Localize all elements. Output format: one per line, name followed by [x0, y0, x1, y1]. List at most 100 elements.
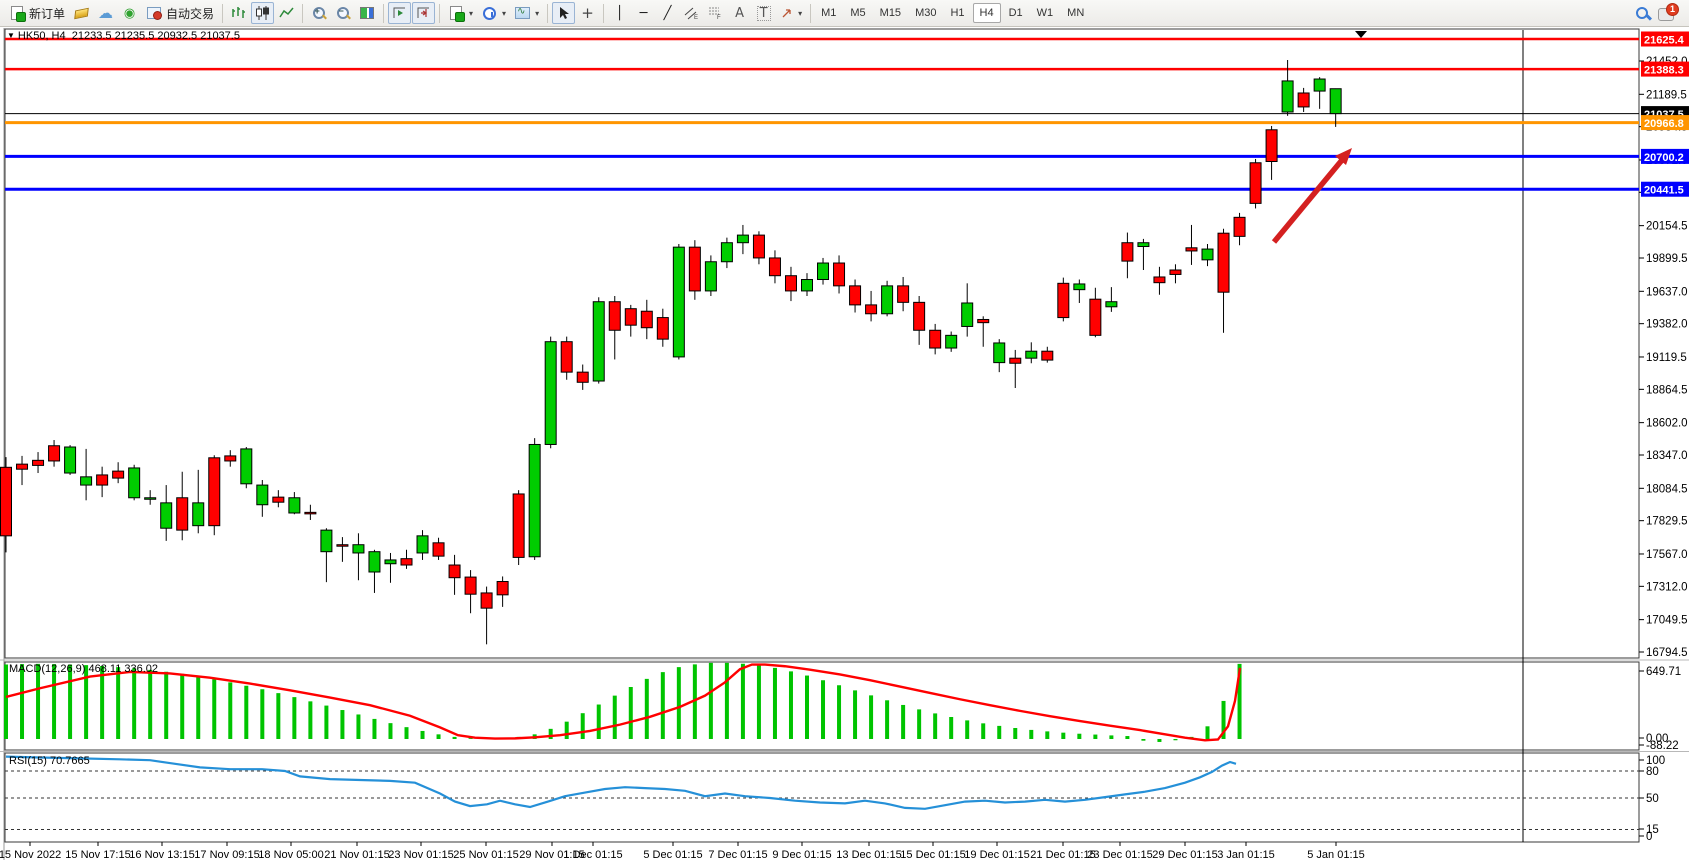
- channel-icon: E: [684, 7, 698, 20]
- timeframe-w1[interactable]: W1: [1036, 7, 1054, 19]
- templates-dropdown[interactable]: ▾: [511, 2, 543, 24]
- axis-label: 80: [1646, 766, 1659, 778]
- auto-trading-icon: [147, 7, 163, 20]
- candlestick-chart-button[interactable]: [251, 2, 275, 24]
- text-label-button[interactable]: T: [752, 2, 775, 24]
- timeframe-h4[interactable]: H4: [972, 3, 1001, 23]
- profiles-dropdown[interactable]: ▾: [478, 2, 510, 24]
- macd-indicator-label: MACD(12,26,9) 468.11 336.02: [9, 663, 159, 675]
- auto-scroll-button[interactable]: [412, 2, 436, 24]
- timeframe-mn[interactable]: MN: [1067, 7, 1085, 19]
- tile-windows-button[interactable]: [355, 2, 379, 24]
- axis-label: 19637.0: [1646, 286, 1688, 298]
- signals-button[interactable]: ◉: [118, 2, 141, 24]
- new-chart-dropdown[interactable]: ▾: [444, 2, 477, 24]
- candle-body: [865, 304, 878, 315]
- svg-text:E: E: [694, 15, 698, 20]
- candle-body: [208, 457, 221, 527]
- zoom-out-button[interactable]: −: [331, 2, 354, 24]
- cursor-button[interactable]: [552, 2, 576, 24]
- vertical-line-icon: │: [615, 5, 624, 21]
- chart-menu-icon[interactable]: ▼: [7, 31, 15, 40]
- text-label-icon: T: [756, 5, 771, 21]
- chart-shift-button[interactable]: [388, 2, 412, 24]
- trendline-button[interactable]: ╱: [656, 2, 679, 24]
- macd-layer: [4, 662, 1242, 742]
- timeframe-m15[interactable]: M15: [879, 7, 902, 19]
- candle-body: [1217, 232, 1230, 293]
- vertical-line-button[interactable]: │: [608, 2, 631, 24]
- time-label: 9 Dec 01:15: [772, 849, 831, 861]
- crosshair-button[interactable]: +: [576, 2, 599, 24]
- metaquotes-button[interactable]: [70, 2, 93, 24]
- candle-body: [1249, 162, 1262, 204]
- axis-label: 0.00: [1646, 733, 1668, 745]
- candle-body: [384, 559, 397, 565]
- horizontal-line-button[interactable]: ─: [632, 2, 655, 24]
- candle-body: [688, 246, 701, 292]
- price-tag: [1641, 31, 1689, 47]
- candle-body: [897, 285, 910, 303]
- cloud-icon: ☁: [98, 3, 114, 22]
- candle-body: [768, 257, 781, 277]
- timeframe-m1[interactable]: M1: [821, 7, 837, 19]
- candle-body: [993, 342, 1006, 364]
- timeframe-m30[interactable]: M30: [915, 7, 937, 19]
- time-label: 23 Dec 01:15: [1087, 849, 1152, 861]
- chat-button[interactable]: 1: [1654, 2, 1679, 24]
- axis-label: 19382.0: [1646, 319, 1688, 331]
- search-button[interactable]: [1630, 2, 1653, 24]
- time-label: 21 Nov 01:15: [324, 849, 389, 861]
- axis-label: 18602.0: [1646, 418, 1688, 430]
- time-label: 13 Dec 01:15: [836, 849, 901, 861]
- candle-body: [560, 341, 573, 373]
- candle-body: [913, 301, 926, 331]
- axis-label: 20154.5: [1646, 221, 1688, 233]
- zoom-in-button[interactable]: +: [307, 2, 330, 24]
- bar-chart-button[interactable]: [227, 2, 250, 24]
- candle-body: [1121, 242, 1134, 262]
- candle-body: [416, 535, 429, 554]
- fibonacci-button[interactable]: F: [704, 2, 727, 24]
- timeframe-m5[interactable]: M5: [850, 7, 866, 19]
- trend-arrow-head: [1335, 148, 1352, 165]
- candle-body: [977, 318, 990, 324]
- price-tag-label: 20966.8: [1644, 118, 1684, 130]
- candle-body: [1153, 276, 1166, 284]
- text-button[interactable]: A: [728, 2, 751, 24]
- candle-body: [881, 285, 894, 315]
- candle-body: [1281, 80, 1294, 113]
- axis-label: 0: [1646, 831, 1652, 843]
- price-tag-label: 20700.2: [1644, 152, 1684, 164]
- auto-scroll-icon: [417, 7, 430, 18]
- channel-button[interactable]: E: [680, 2, 703, 24]
- line-chart-button[interactable]: [275, 2, 298, 24]
- time-label: 16 Nov 13:15: [129, 849, 194, 861]
- chat-icon: 1: [1658, 2, 1679, 21]
- new-order-label: 新订单: [29, 6, 66, 21]
- timeframe-toolbar: M1 M5 M15 M30 H1 H4 D1 W1 MN: [815, 3, 1090, 23]
- candle-body: [160, 502, 173, 529]
- auto-trading-button[interactable]: 自动交易: [142, 2, 218, 24]
- new-chart-icon: [450, 6, 466, 22]
- new-order-button[interactable]: 新订单: [5, 2, 69, 24]
- axis-label: 18864.5: [1646, 384, 1688, 396]
- candle-body: [1313, 78, 1326, 92]
- candle-body: [1073, 283, 1086, 291]
- trend-arrow: [1271, 152, 1350, 244]
- time-label: 1 Dec 01:15: [563, 849, 622, 861]
- timeframe-d1[interactable]: D1: [1008, 7, 1023, 19]
- candle-body: [1169, 269, 1182, 275]
- axis-label: 50: [1646, 793, 1659, 805]
- candle-body: [720, 242, 733, 263]
- arrows-dropdown[interactable]: ▾: [776, 2, 806, 24]
- chart-ohlc: 21233.5 21235.5 20932.5 21037.5: [71, 30, 240, 42]
- community-button[interactable]: ☁: [94, 2, 117, 24]
- candle-body: [592, 301, 605, 382]
- time-label: 15 Nov 2022: [0, 849, 61, 861]
- timeframe-h1[interactable]: H1: [950, 7, 965, 19]
- price-axis[interactable]: 21452.021189.520934.520672.020417.020154…: [1639, 31, 1689, 843]
